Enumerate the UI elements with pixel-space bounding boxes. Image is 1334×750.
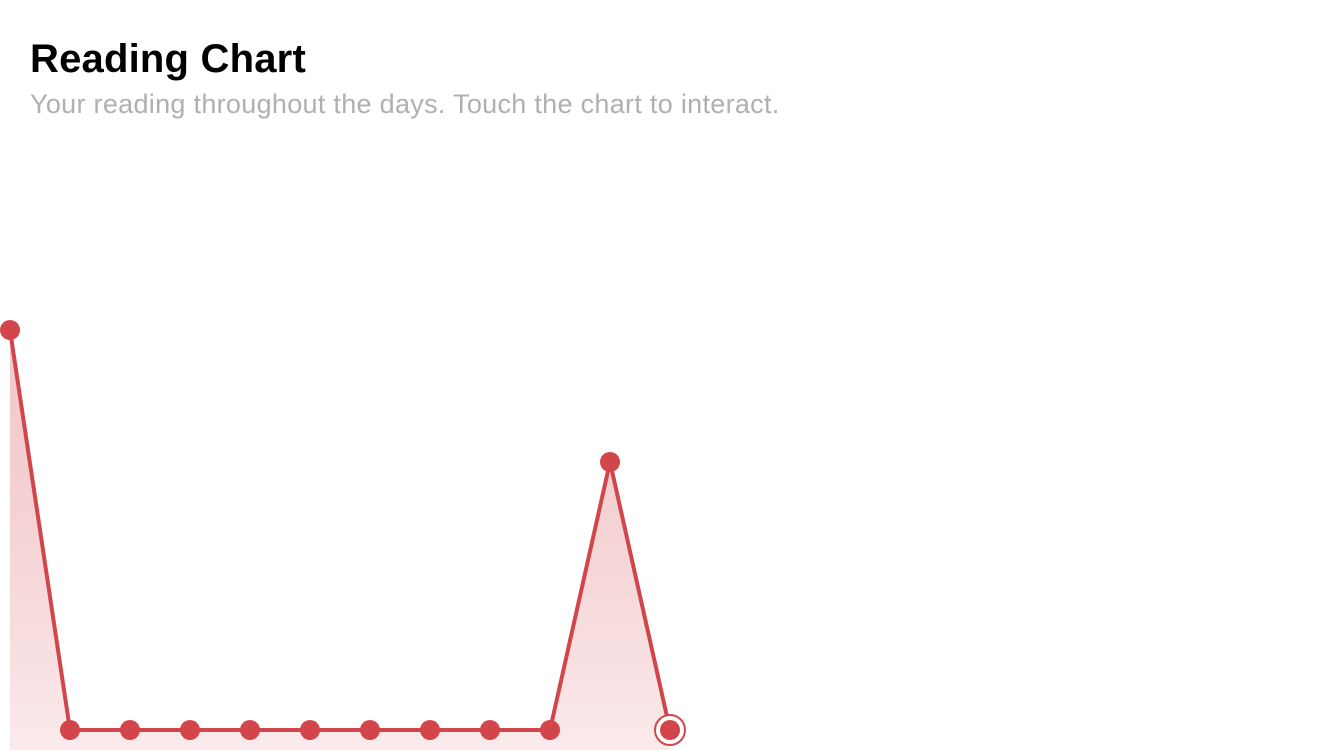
data-point[interactable] [360,720,380,740]
data-point[interactable] [654,714,686,746]
data-point[interactable] [600,452,620,472]
data-point-dot [240,720,260,740]
data-point[interactable] [300,720,320,740]
data-point[interactable] [240,720,260,740]
data-point-dot [0,320,20,340]
header: Reading Chart Your reading throughout th… [30,34,1304,122]
data-point[interactable] [60,720,80,740]
data-point-dot [60,720,80,740]
data-point-dot [360,720,380,740]
page-title: Reading Chart [30,37,306,81]
data-point[interactable] [540,720,560,740]
data-point[interactable] [0,320,20,340]
data-point-dot [420,720,440,740]
data-point-dot [540,720,560,740]
data-point-dot [120,720,140,740]
data-point[interactable] [180,720,200,740]
reading-area-fill [10,330,670,750]
data-point[interactable] [480,720,500,740]
data-point-dot [180,720,200,740]
data-point-dot [660,720,680,740]
data-point[interactable] [120,720,140,740]
data-point-dot [300,720,320,740]
data-point-dot [600,452,620,472]
page-subtitle: Your reading throughout the days. Touch … [30,89,780,119]
data-point[interactable] [420,720,440,740]
data-point-dot [480,720,500,740]
